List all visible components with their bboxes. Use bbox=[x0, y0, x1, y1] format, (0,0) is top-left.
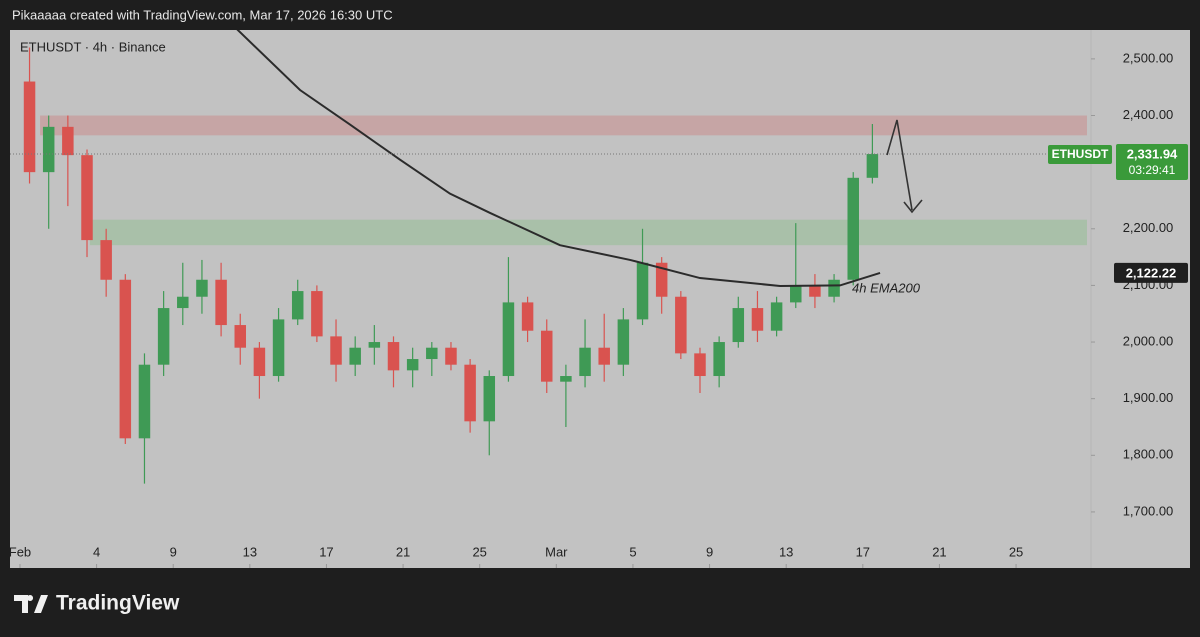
candle-body bbox=[732, 308, 745, 343]
candle-body bbox=[847, 177, 859, 280]
candle-body bbox=[426, 347, 438, 360]
logo-text: TradingView bbox=[56, 592, 180, 615]
candle-body bbox=[291, 291, 304, 320]
candle-body bbox=[464, 364, 476, 422]
candle-body bbox=[23, 81, 36, 173]
candle-body bbox=[540, 330, 553, 382]
candle-body bbox=[636, 262, 649, 320]
candle-body bbox=[445, 347, 457, 365]
candle-body bbox=[387, 342, 400, 371]
zone bbox=[89, 219, 1087, 246]
zone bbox=[40, 115, 1088, 136]
x-tick-label: 5 bbox=[629, 544, 636, 559]
overlay: 1,700.001,800.001,900.002,000.002,100.00… bbox=[9, 50, 1188, 568]
candle-body bbox=[368, 342, 381, 348]
y-tick-label: 2,200.00 bbox=[1123, 220, 1174, 235]
ema-label: 4h EMA200 bbox=[852, 280, 921, 295]
candle-body bbox=[502, 302, 515, 377]
symbol-tag-text: ETHUSDT bbox=[1052, 147, 1109, 161]
candle-body bbox=[62, 126, 74, 156]
ema-tag-text: 2,122.22 bbox=[1126, 265, 1177, 280]
x-tick-label: 9 bbox=[706, 544, 713, 559]
candle-body bbox=[349, 347, 361, 365]
candle-body bbox=[617, 319, 630, 365]
candle-body bbox=[234, 325, 246, 348]
candle-body bbox=[579, 347, 591, 377]
projection-arrow bbox=[886, 119, 923, 214]
y-tick-label: 1,800.00 bbox=[1123, 447, 1174, 462]
candle-body bbox=[330, 336, 342, 365]
countdown: 03:29:41 bbox=[1129, 163, 1176, 177]
x-tick-label: 13 bbox=[243, 544, 257, 559]
y-tick-label: 1,900.00 bbox=[1123, 390, 1174, 405]
candle-body bbox=[483, 376, 496, 422]
candle-body bbox=[598, 347, 610, 365]
candle-body bbox=[751, 308, 764, 331]
x-tick-label: 9 bbox=[170, 544, 177, 559]
candle-body bbox=[196, 279, 208, 297]
candle-body bbox=[215, 279, 227, 326]
x-tick-label: 4 bbox=[93, 544, 100, 559]
candle-body bbox=[138, 364, 151, 439]
x-tick-label: 17 bbox=[319, 544, 333, 559]
y-tick-label: 2,000.00 bbox=[1123, 333, 1174, 348]
price-tag-text: 2,331.94 bbox=[1127, 146, 1178, 161]
price-tag bbox=[1116, 144, 1188, 181]
ema-tag bbox=[1114, 262, 1188, 283]
ema-line bbox=[236, 30, 881, 287]
candle-body bbox=[42, 126, 55, 173]
x-tick-label: 17 bbox=[856, 544, 870, 559]
candle-body bbox=[521, 302, 534, 331]
x-tick-label: Mar bbox=[545, 544, 568, 559]
candle-body bbox=[713, 342, 725, 377]
candle-body bbox=[177, 296, 189, 309]
candle-body bbox=[675, 296, 687, 354]
symbol-title: ETHUSDT · 4h · Binance bbox=[20, 39, 166, 54]
candle-body bbox=[81, 155, 93, 241]
candle-body bbox=[272, 319, 285, 377]
caption: Pikaaaaa created with TradingView.com, M… bbox=[12, 7, 393, 22]
candle-body bbox=[770, 302, 783, 331]
y-tick-label: 2,500.00 bbox=[1123, 50, 1174, 65]
candle-body bbox=[790, 285, 802, 303]
candle-body bbox=[560, 376, 572, 382]
x-tick-label: 21 bbox=[396, 544, 410, 559]
plot bbox=[10, 30, 1090, 484]
candle-body bbox=[311, 291, 323, 337]
candle-body bbox=[828, 279, 840, 297]
candle-body bbox=[100, 240, 112, 280]
candle-body bbox=[119, 279, 132, 439]
candle-body bbox=[809, 285, 821, 297]
candle-body bbox=[866, 154, 879, 178]
candle-body bbox=[655, 262, 668, 297]
y-tick-label: 2,400.00 bbox=[1123, 107, 1174, 122]
x-tick-label: Feb bbox=[9, 544, 31, 559]
x-tick-label: 13 bbox=[779, 544, 793, 559]
candle-body bbox=[406, 359, 419, 371]
x-tick-label: 25 bbox=[1009, 544, 1023, 559]
candle-body bbox=[157, 308, 170, 365]
candle-body bbox=[253, 347, 266, 377]
candle-body bbox=[694, 353, 706, 377]
y-tick-label: 1,700.00 bbox=[1123, 503, 1174, 518]
logo: TradingView bbox=[14, 592, 180, 615]
x-tick-label: 25 bbox=[472, 544, 486, 559]
chart-panel bbox=[10, 30, 1190, 568]
symbol-tag bbox=[1048, 145, 1112, 165]
x-tick-label: 21 bbox=[932, 544, 946, 559]
